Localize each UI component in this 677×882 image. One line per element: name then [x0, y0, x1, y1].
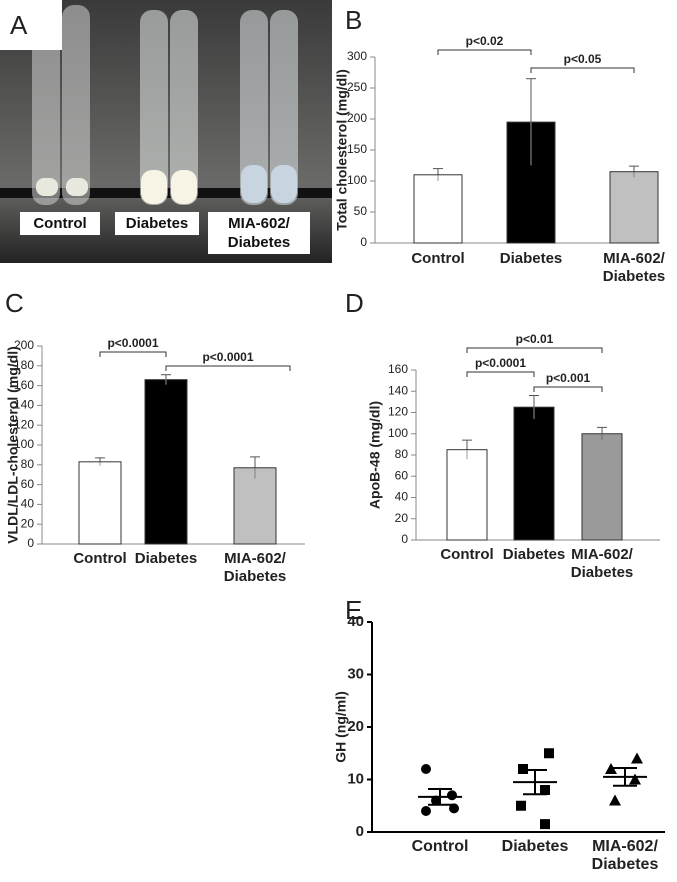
p-value: p<0.02: [466, 34, 504, 48]
y-tick-label: 200: [347, 111, 367, 125]
y-tick-label: 20: [21, 516, 35, 530]
y-tick-label: 0: [401, 532, 408, 546]
photo-caption: Diabetes: [115, 212, 199, 235]
y-tick-label: 30: [347, 665, 364, 682]
y-tick-label: 120: [14, 417, 34, 431]
x-tick-label: Diabetes: [134, 550, 198, 567]
bar: [144, 379, 188, 545]
point: [421, 806, 431, 816]
x-tick-label: Diabetes: [501, 838, 569, 855]
panel-label: C: [5, 288, 24, 318]
y-tick-label: 20: [395, 511, 409, 525]
point: [540, 819, 550, 830]
y-tick-label: 80: [21, 457, 35, 471]
point: [631, 752, 643, 764]
y-tick-label: 0: [360, 235, 367, 249]
p-value: p<0.0001: [202, 350, 253, 364]
y-tick-label: 200: [14, 338, 34, 352]
y-tick-label: 120: [388, 405, 408, 419]
significance-bracket: [466, 371, 535, 377]
y-axis-label: ApoB-48 (mg/dl): [367, 401, 383, 509]
y-axis-label: Total cholesterol (mg/dl): [334, 69, 350, 231]
point: [431, 795, 441, 806]
bar: [581, 433, 623, 541]
p-value: p<0.0001: [475, 356, 526, 370]
panel-label: B: [345, 5, 362, 35]
point: [544, 748, 554, 759]
y-tick-label: 140: [14, 398, 34, 412]
x-tick-label: MIA-602/ Diabetes: [223, 550, 287, 585]
bar: [413, 174, 463, 244]
y-tick-label: 50: [354, 204, 368, 218]
x-tick-label: MIA-602/ Diabetes: [591, 838, 659, 873]
point: [540, 785, 550, 795]
y-tick-label: 40: [347, 613, 364, 630]
x-tick-label: Diabetes: [499, 250, 563, 267]
y-tick-label: 300: [347, 49, 367, 63]
p-value: p<0.05: [564, 52, 602, 66]
point: [609, 794, 621, 806]
point: [449, 803, 459, 814]
y-tick-label: 0: [27, 536, 34, 550]
p-value: p<0.0001: [107, 336, 158, 350]
x-tick-label: Control: [73, 550, 127, 567]
y-tick-label: 0: [356, 823, 364, 840]
y-axis-label: VLDL/LDL-cholesterol (mg/dl): [5, 346, 21, 544]
y-tick-label: 180: [14, 358, 34, 372]
y-tick-label: 160: [14, 378, 34, 392]
bar: [233, 467, 277, 545]
y-tick-label: 10: [347, 770, 364, 787]
y-tick-label: 20: [347, 718, 364, 735]
significance-bracket: [530, 67, 635, 73]
y-tick-label: 40: [395, 490, 409, 504]
y-tick-label: 250: [347, 80, 367, 94]
p-value: p<0.01: [516, 332, 554, 346]
bar: [513, 406, 555, 541]
x-tick-label: Diabetes: [502, 546, 566, 563]
y-tick-label: 60: [21, 477, 35, 491]
point: [629, 773, 641, 785]
point: [447, 790, 457, 801]
panel-label: E: [345, 595, 362, 625]
significance-bracket: [165, 365, 291, 371]
y-tick-label: 100: [388, 426, 408, 440]
y-tick-label: 100: [14, 437, 34, 451]
x-tick-label: MIA-602/ Diabetes: [602, 250, 666, 285]
x-tick-label: MIA-602/ Diabetes: [570, 546, 634, 581]
y-tick-label: 150: [347, 142, 367, 156]
p-value: p<0.001: [546, 371, 591, 385]
point: [421, 764, 431, 774]
significance-bracket: [99, 351, 167, 357]
y-tick-label: 160: [388, 362, 408, 376]
y-tick-label: 100: [347, 173, 367, 187]
y-tick-label: 140: [388, 383, 408, 397]
point: [518, 764, 528, 774]
panel-label: D: [345, 288, 364, 318]
x-tick-label: Control: [411, 250, 465, 267]
significance-bracket: [533, 386, 603, 392]
bar: [609, 171, 659, 244]
y-tick-label: 80: [395, 447, 409, 461]
bar: [78, 461, 122, 545]
photo: A: [0, 0, 332, 263]
x-tick-label: Control: [411, 838, 469, 855]
y-tick-label: 60: [395, 468, 409, 482]
y-axis-label: GH (ng/ml): [333, 691, 349, 763]
y-tick-label: 40: [21, 497, 35, 511]
photo-caption: Control: [20, 212, 100, 235]
photo-caption: MIA-602/ Diabetes: [208, 212, 310, 254]
bar: [446, 449, 488, 541]
point: [605, 763, 617, 774]
significance-bracket: [466, 347, 603, 353]
panel-label: A: [10, 10, 28, 40]
point: [516, 800, 526, 811]
significance-bracket: [437, 49, 532, 55]
x-tick-label: Control: [440, 546, 494, 563]
